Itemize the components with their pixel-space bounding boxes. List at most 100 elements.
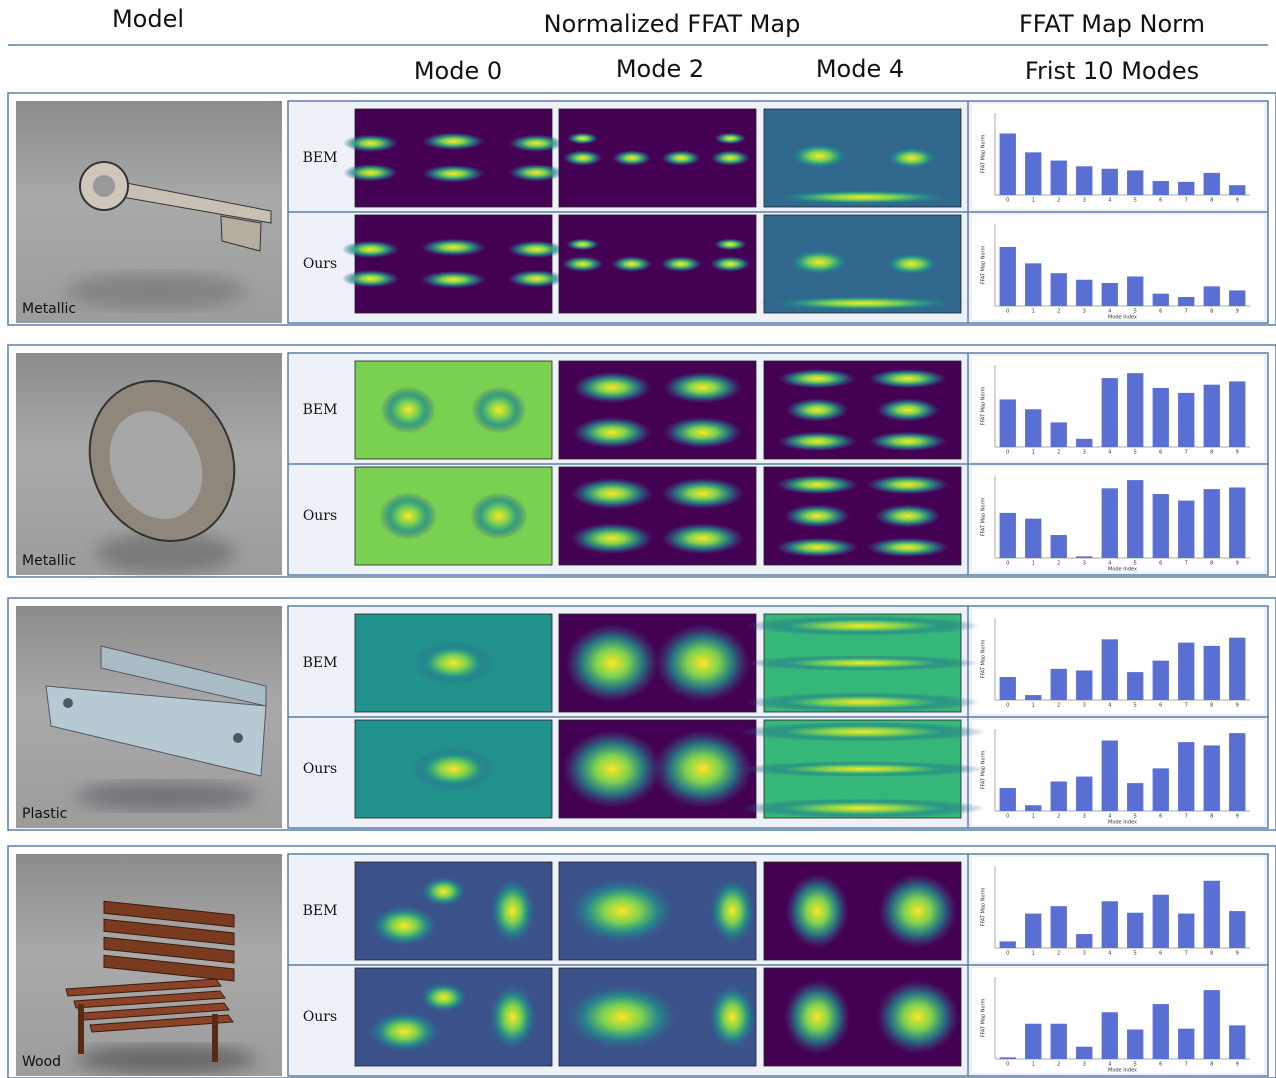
heatmap [354,214,553,314]
bar [999,941,1016,948]
bar [1101,283,1118,306]
x-tick-label: 7 [1185,951,1188,957]
heatmap-blob [487,982,538,1052]
bar [1050,273,1067,306]
heatmap-blob [876,398,940,422]
heatmap-blob [661,150,701,166]
bar [1050,668,1067,700]
bar [1076,934,1093,948]
key-hole [93,175,115,197]
x-tick-label: 0 [1006,561,1009,567]
x-tick-label: 2 [1057,309,1060,315]
heatmap-blob [777,431,857,452]
x-tick-label: 7 [1185,450,1188,456]
x-tick-label: 9 [1236,703,1239,709]
x-tick-label: 9 [1236,561,1239,567]
heatmap-blob [418,981,469,1014]
heatmap-blob [655,623,751,703]
bar [999,399,1016,447]
y-axis-label: FFAT Map Norm [981,245,987,284]
x-tick-label: 3 [1083,1062,1086,1068]
heatmap-blob [611,256,653,272]
bar [1076,438,1093,447]
ring-inner [109,410,203,520]
heatmap-blob [508,134,564,153]
bar [1178,742,1195,811]
y-axis-label: FFAT Map Norm [981,386,987,425]
x-tick-label: 4 [1108,814,1111,820]
heatmap-blob [661,522,745,555]
bar [1152,768,1169,811]
x-tick-label: 6 [1159,561,1162,567]
bar [1101,378,1118,447]
y-axis-label: FFAT Map Norm [981,639,987,678]
x-tick-label: 2 [1057,450,1060,456]
heatmap-blob [764,189,961,206]
seat [73,990,226,1009]
heatmap-blob [710,150,751,166]
heatmap-blob [507,240,566,259]
heatmap-blob [421,132,486,151]
x-tick-label: 5 [1134,703,1137,709]
x-tick-label: 0 [1006,703,1009,709]
x-tick-label: 2 [1057,703,1060,709]
bar [1203,880,1220,948]
heatmap-blob [777,368,857,389]
x-tick-label: 7 [1185,814,1188,820]
slat [103,936,235,964]
x-tick-label: 6 [1159,951,1162,957]
heatmap-blob [562,150,603,166]
method-label: BEM [303,655,338,671]
header-ffat-norm: FFAT Map Norm [1019,10,1205,38]
material-label: Metallic [22,301,76,317]
heatmap-blob [420,875,468,908]
x-axis-label: Mode Index [1108,820,1137,826]
heatmap-blob [367,1010,442,1054]
seat [65,978,222,997]
x-tick-label: 8 [1210,1062,1213,1068]
heatmap-blob [785,873,849,949]
hole [233,733,243,743]
heatmap-blob [882,252,941,276]
heatmap-blob [738,761,987,777]
mode-header: Mode 2 [616,55,704,83]
bar [1178,181,1195,195]
x-tick-label: 0 [1006,198,1009,204]
heatmap-blob [868,431,948,452]
bracket-plate [45,685,267,777]
header-first-modes: Frist 10 Modes [1025,57,1199,85]
heatmap-blob [874,504,941,528]
x-tick-label: 8 [1210,703,1213,709]
bar [1203,384,1220,447]
heatmap-blob [469,492,528,540]
x-tick-label: 7 [1185,198,1188,204]
heatmap-blob [379,492,438,540]
x-tick-label: 8 [1210,309,1213,315]
bar [1101,639,1118,700]
bar [1025,263,1042,306]
shadow [76,1045,256,1073]
heatmap-blob [787,142,851,170]
bar [1152,660,1169,700]
bar [1050,160,1067,195]
heatmap-blob [738,798,987,818]
bar [1229,381,1246,447]
bar [1025,1023,1042,1059]
hole [63,698,73,708]
bar [1229,911,1246,948]
x-tick-label: 0 [1006,1062,1009,1068]
heatmap-blob [714,132,747,145]
mode-header: Mode 4 [816,55,904,83]
leg [212,1014,218,1062]
heatmap-blob [653,729,753,809]
method-label: Ours [303,761,337,777]
method-label: BEM [303,903,338,919]
heatmap-blob [784,979,851,1055]
slat [103,918,235,946]
heatmap-blob [471,386,527,434]
bar [1076,279,1093,306]
x-tick-label: 8 [1210,450,1213,456]
x-tick-label: 4 [1108,450,1111,456]
heatmap-blob [508,163,564,182]
x-tick-label: 3 [1083,703,1086,709]
